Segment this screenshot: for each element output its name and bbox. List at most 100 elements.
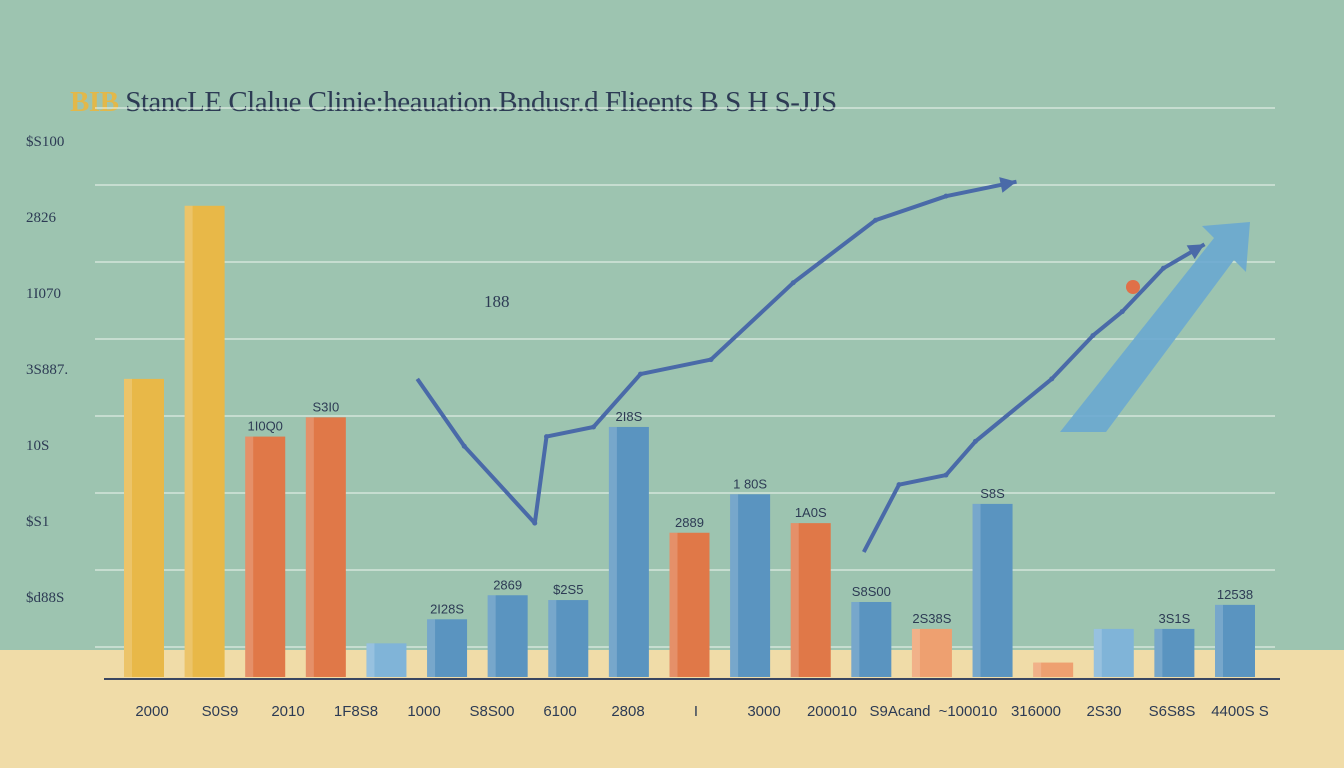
y-tick-label: $d88S [26,590,64,606]
trend-point [873,217,878,223]
bar-data-label: S8S [980,486,1005,501]
bar-highlight [608,426,617,677]
y-tick-label: $S100 [26,134,64,150]
bar-data-label: 2869 [493,577,522,592]
bar-highlight [124,378,132,677]
title-text: StancLE Clalue Clinie:heauation.Bndusr.d… [125,86,837,118]
bar-data-label: 12538 [1217,587,1253,602]
bar-data-label: $2S5 [553,582,583,597]
x-tick-label: 3000 [747,703,780,720]
bar [1033,662,1074,677]
bar [1154,628,1195,677]
trend-point [638,371,643,377]
y-tick-label: $S1 [26,514,49,530]
bar [124,378,164,677]
bar-highlight [184,205,193,678]
trend-point [972,438,978,444]
trend-point [708,357,714,363]
x-tick-label: 2808 [611,703,644,720]
x-tick-label: 316000 [1011,703,1061,720]
x-tick-label: 4400S S [1211,703,1269,720]
bar [972,503,1013,677]
bar [366,643,407,677]
trend-point [1160,265,1166,271]
x-tick-label: S9Acand [870,703,931,720]
bar [790,523,831,677]
y-tick-label: 2826 [26,210,57,226]
bar [1093,628,1134,677]
trend-point [943,193,949,199]
y-tick-label: 1I070 [26,286,61,302]
bar-highlight [1215,604,1223,677]
bar [851,601,892,677]
bar [245,436,286,677]
y-tick-label: 10S [26,438,49,454]
x-tick-label: ~100010 [939,703,998,720]
bar-highlight [911,628,920,677]
bar-highlight [1033,662,1042,677]
bar-highlight [487,595,496,677]
rising-arrow-icon [1060,222,1250,432]
bar-data-label: 1 80S [733,476,767,491]
bar [427,619,468,677]
x-tick-label: 2000 [135,703,168,720]
bar-highlight [1154,628,1163,677]
trend-point [943,472,949,478]
bar-highlight [790,523,799,677]
bar-data-label: S3I0 [312,399,339,414]
trend-line [415,179,1017,526]
trend-point [1119,309,1125,315]
x-tick-label: 1000 [407,703,440,720]
bar-data-label: 1I0Q0 [248,419,283,434]
bar-data-label: 2889 [675,515,704,530]
x-tick-label: I [694,703,698,720]
trend-point [532,520,538,526]
bar-highlight [972,503,981,677]
bar [548,600,589,677]
x-tick-label: 6100 [543,703,576,720]
bar [669,532,710,677]
trend-point [1049,376,1055,382]
bar-data-label: 2I28S [430,601,464,616]
title-accent: BIB [70,86,119,118]
chart-title: BIB StancLE Clalue Clinie:heauation.Bndu… [70,86,837,119]
bar-data-label: 2S38S [912,611,951,626]
bar-highlight [366,643,375,677]
bar-highlight [669,532,678,677]
bar [1215,604,1255,677]
trend-arrowhead [999,177,1017,193]
trend-point [790,280,796,286]
bar [305,417,346,677]
x-tick-label: S8S00 [469,703,514,720]
chart-annotation: 188 [484,292,510,311]
x-tick-label: 1F8S8 [334,703,378,720]
bar-highlight [245,436,254,677]
bar-highlight [1093,628,1102,677]
bar [911,628,952,677]
trend-point [1090,333,1096,339]
trend-point [461,443,467,449]
x-tick-label: S0S9 [202,703,239,720]
trend-arrowhead [1186,244,1205,260]
highlight-dot [1126,280,1140,294]
bar-highlight [548,600,557,677]
x-tick-label: 200010 [807,703,857,720]
trend-point [591,424,596,430]
bar-highlight [730,494,739,677]
x-tick-label: 2S30 [1086,703,1121,720]
trend-point [896,482,902,488]
bars: 1I0Q0 S3I0 2I28S 2869 $2S5 2I8S 2889 1 80S 1A0S S… [124,205,1255,678]
bar-data-label: 3S1S [1158,611,1190,626]
trend-line [862,242,1206,553]
bar [487,595,528,677]
bar-data-label: S8S00 [852,584,891,599]
bar-data-label: 2I8S [616,409,643,424]
y-tick-label: 3S887. [26,362,68,378]
bar-highlight [305,417,314,677]
bar-data-label: 1A0S [795,505,827,520]
x-axis-labels: 2000 S0S9 2010 1F8S8 1000 S8S00 6100 2808 I 3000 2… [135,703,1268,720]
trend-point [544,434,549,440]
bar [184,205,225,678]
x-tick-label: 2010 [271,703,304,720]
